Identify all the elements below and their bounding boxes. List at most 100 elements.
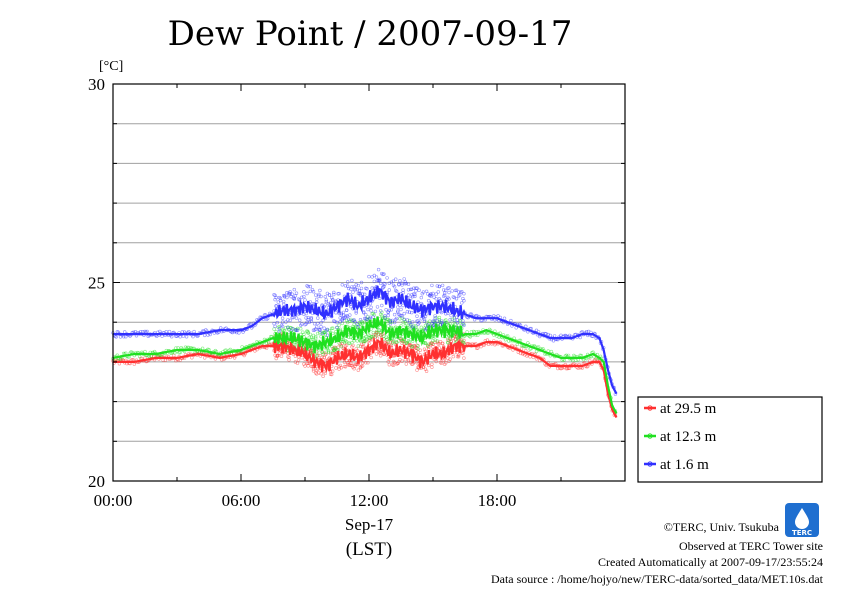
sample-point [448,318,452,322]
sample-point [451,354,455,359]
sample-point [386,324,390,328]
sample-point [434,297,438,301]
sample-point [351,290,355,294]
sample-point [274,304,278,308]
sample-point [311,290,316,294]
sample-point [342,360,347,364]
sample-point [304,322,308,326]
sample-point [428,319,432,323]
sample-point [292,287,296,292]
sample-point [392,312,397,317]
sample-point [476,346,480,350]
legend-marker [647,433,653,439]
sample-point [277,327,282,331]
sample-point [407,310,412,314]
sample-point [278,296,283,300]
sample-point [416,319,420,323]
legend-marker [647,461,653,467]
sample-point [364,335,368,339]
sample-point [534,328,539,332]
sample-point [284,320,288,324]
sample-point [346,280,350,284]
sample-point [404,322,408,326]
chart-title: Dew Point / 2007-09-17 [168,14,573,54]
sample-point [430,362,434,366]
legend-entry-label: at 1.6 m [660,457,709,473]
sample-point [342,340,347,345]
sample-point [272,327,276,331]
sample-point [400,281,404,285]
sample-point [386,340,390,344]
sample-point [326,350,331,354]
y-tick-label: 30 [88,75,105,94]
sample-point [578,335,582,340]
sample-point [388,320,392,324]
sample-point [317,294,321,298]
sample-point [203,356,207,360]
sample-point [454,297,459,301]
sample-point [317,371,321,375]
sample-point [416,350,420,354]
sample-point [295,361,300,365]
sample-point [370,286,374,290]
sample-point [143,349,147,354]
sample-point [314,336,318,340]
sample-point [548,333,552,338]
sample-point [324,352,328,356]
sample-point [280,324,285,328]
sample-point [371,334,375,339]
sample-point [430,283,434,288]
sample-point [347,363,351,367]
sample-point [318,353,322,358]
sample-point [439,319,444,323]
sample-point [422,319,427,323]
sample-point [435,319,439,323]
sample-point [170,335,174,339]
sample-point [366,361,370,365]
sample-point [318,288,322,293]
sample-point [305,291,309,296]
sample-point [338,320,342,324]
sample-point [286,326,290,330]
sample-point [437,315,442,320]
sample-point [340,321,344,326]
sample-point [433,314,437,318]
sample-point [339,313,343,317]
sample-point [325,333,330,337]
sample-point [331,298,335,302]
sample-point [376,267,381,272]
sample-point [396,305,400,309]
sample-point [344,343,349,347]
sample-point [444,361,448,365]
sample-point [448,337,452,341]
sample-point [450,317,454,322]
sample-point [284,326,288,330]
sample-point [456,290,461,294]
sample-point [362,311,366,315]
sample-point [411,344,415,348]
sample-point [308,284,312,289]
y-tick-label: 20 [88,472,105,491]
y-axis-unit-label: [°C] [99,59,123,74]
sample-point [316,331,320,336]
sample-point [374,352,379,356]
sample-point [411,320,415,324]
sample-point [468,335,472,339]
sample-point [396,309,400,313]
sample-point [267,340,271,345]
sample-point [288,290,292,294]
sample-point [443,293,447,297]
sample-point [264,341,269,345]
sample-point [446,340,450,345]
sample-point [323,332,327,337]
sample-point [349,304,353,309]
sample-point [414,324,418,328]
sample-point [344,308,349,312]
sample-point [308,332,312,337]
sample-point [354,283,358,287]
sample-point [399,337,403,341]
sample-point [316,316,320,320]
sample-point [322,355,326,360]
sample-point [354,309,358,313]
sample-point [372,273,376,278]
